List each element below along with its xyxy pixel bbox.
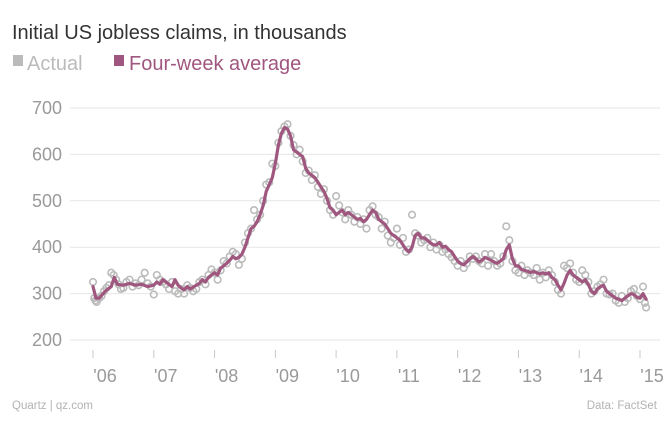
actual-point — [483, 261, 493, 270]
actual-point — [377, 224, 386, 233]
actual-point — [641, 303, 651, 312]
y-tick-label: 300 — [32, 284, 62, 304]
x-tick-label: '09 — [276, 366, 299, 386]
actual-point — [392, 224, 401, 233]
actual-point — [566, 259, 575, 268]
y-tick-label: 500 — [32, 191, 62, 211]
four-week-average-line — [91, 125, 648, 303]
data-source: Data: FactSet — [587, 400, 658, 412]
actual-point — [341, 215, 350, 224]
actual-point — [88, 277, 98, 287]
actual-point — [140, 268, 149, 277]
legend-swatch-actual — [13, 55, 23, 66]
actual-point — [486, 250, 496, 259]
actual-point — [332, 192, 341, 201]
y-axis: 200 300 400 500 600 700 — [32, 98, 62, 350]
grid — [70, 107, 660, 341]
x-tick-label: '13 — [519, 366, 542, 386]
actual-point — [599, 275, 608, 284]
x-tick-label: '07 — [154, 366, 177, 386]
series-four-week-average — [91, 125, 648, 303]
legend-label-avg: Four-week average — [129, 53, 301, 75]
x-tick-label: '14 — [579, 366, 602, 386]
x-tick-label: '11 — [398, 366, 420, 386]
legend: Actual Four-week average — [13, 53, 301, 75]
legend-label-actual: Actual — [27, 53, 83, 75]
actual-point — [398, 233, 408, 243]
y-tick-label: 200 — [32, 330, 62, 350]
actual-point — [502, 222, 511, 231]
actual-point — [213, 275, 222, 284]
actual-point — [362, 224, 371, 233]
y-tick-label: 400 — [32, 237, 62, 257]
x-tick-label: '08 — [215, 366, 238, 386]
actual-point — [149, 290, 158, 299]
y-tick-label: 700 — [32, 98, 62, 118]
x-tick-label: '15 — [640, 366, 663, 386]
actual-point — [629, 284, 639, 294]
x-tick-label: '12 — [458, 366, 481, 386]
x-tick-label: '06 — [93, 366, 116, 386]
actual-point — [249, 205, 259, 215]
actual-point — [505, 236, 514, 245]
actual-point — [222, 259, 231, 268]
source-credit: Quartz | qz.com — [12, 400, 93, 412]
x-axis: '06 '07 '08 '09 '10 '11 '12 '13 '14 '15 — [92, 350, 664, 386]
actual-point — [407, 210, 417, 219]
actual-point — [335, 201, 344, 210]
chart-title: Initial US jobless claims, in thousands — [12, 22, 347, 44]
y-tick-label: 600 — [32, 144, 62, 164]
actual-point — [638, 282, 648, 291]
x-tick-label: '10 — [336, 366, 359, 386]
legend-swatch-avg — [114, 55, 124, 66]
